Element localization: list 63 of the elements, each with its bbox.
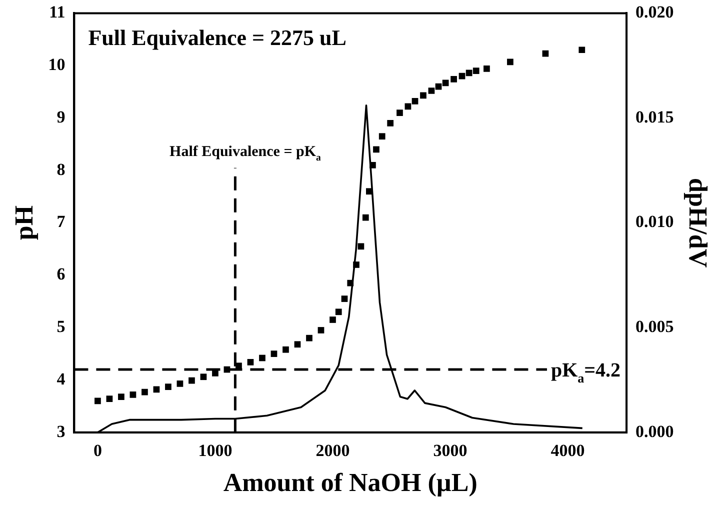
point [378,133,386,140]
y-tick-label: 9 [56,107,66,126]
x-tick-label: 0 [93,440,102,460]
point [341,296,348,302]
point [188,377,195,384]
point [458,72,466,80]
point [578,46,586,54]
point [507,58,514,66]
point [106,396,113,402]
point [484,66,490,72]
point [442,80,449,86]
point [347,280,354,286]
x-tick-label: 3000 [433,440,468,460]
y2-tick-label: 0.005 [636,316,674,336]
y-tick-label: 10 [48,54,66,74]
point [176,380,184,387]
point [294,341,301,348]
y-tick-label: 7 [56,212,66,232]
y-tick-label: 4 [56,369,66,388]
point [412,98,418,104]
point [306,334,312,342]
point [118,394,124,400]
x-tick-label: 4000 [550,440,585,460]
y-tick-label: 5 [56,316,66,336]
point [335,308,342,316]
point [282,346,289,353]
point [270,350,278,357]
y2-tick-label: 0.015 [636,107,674,126]
point [387,120,394,126]
y-tick-label: 3 [56,422,66,441]
point [370,162,376,168]
y-axis-title: pH [9,205,38,240]
y2-tick-label: 0.020 [636,2,674,22]
point [373,146,380,153]
point [142,388,148,396]
point [353,262,360,268]
x-tick-label: 2000 [316,440,350,460]
y-tick-label: 8 [56,160,66,179]
point [247,359,254,366]
y2-axis-title: dpH/dV [684,178,713,268]
point [420,92,426,99]
y2-tick-label: 0.010 [636,212,674,232]
point [330,316,336,323]
point [358,243,364,250]
x-axis-title: Amount of NaOH (µL) [223,468,478,498]
y2-tick-label: 0.000 [636,422,674,441]
point [366,188,372,195]
point [396,110,403,116]
x-tick-label: 1000 [198,440,232,460]
point [130,391,136,398]
point [472,68,480,74]
point [165,384,172,390]
point [428,88,435,94]
point [362,214,369,221]
point [466,70,472,76]
point [259,354,266,362]
annotation: Full Equivalence = 2275 uL [88,25,346,50]
point [200,374,207,380]
point [94,398,101,404]
point [450,76,457,82]
y-tick-label: 11 [49,2,66,22]
point [318,327,324,334]
y-tick-label: 6 [56,264,66,284]
